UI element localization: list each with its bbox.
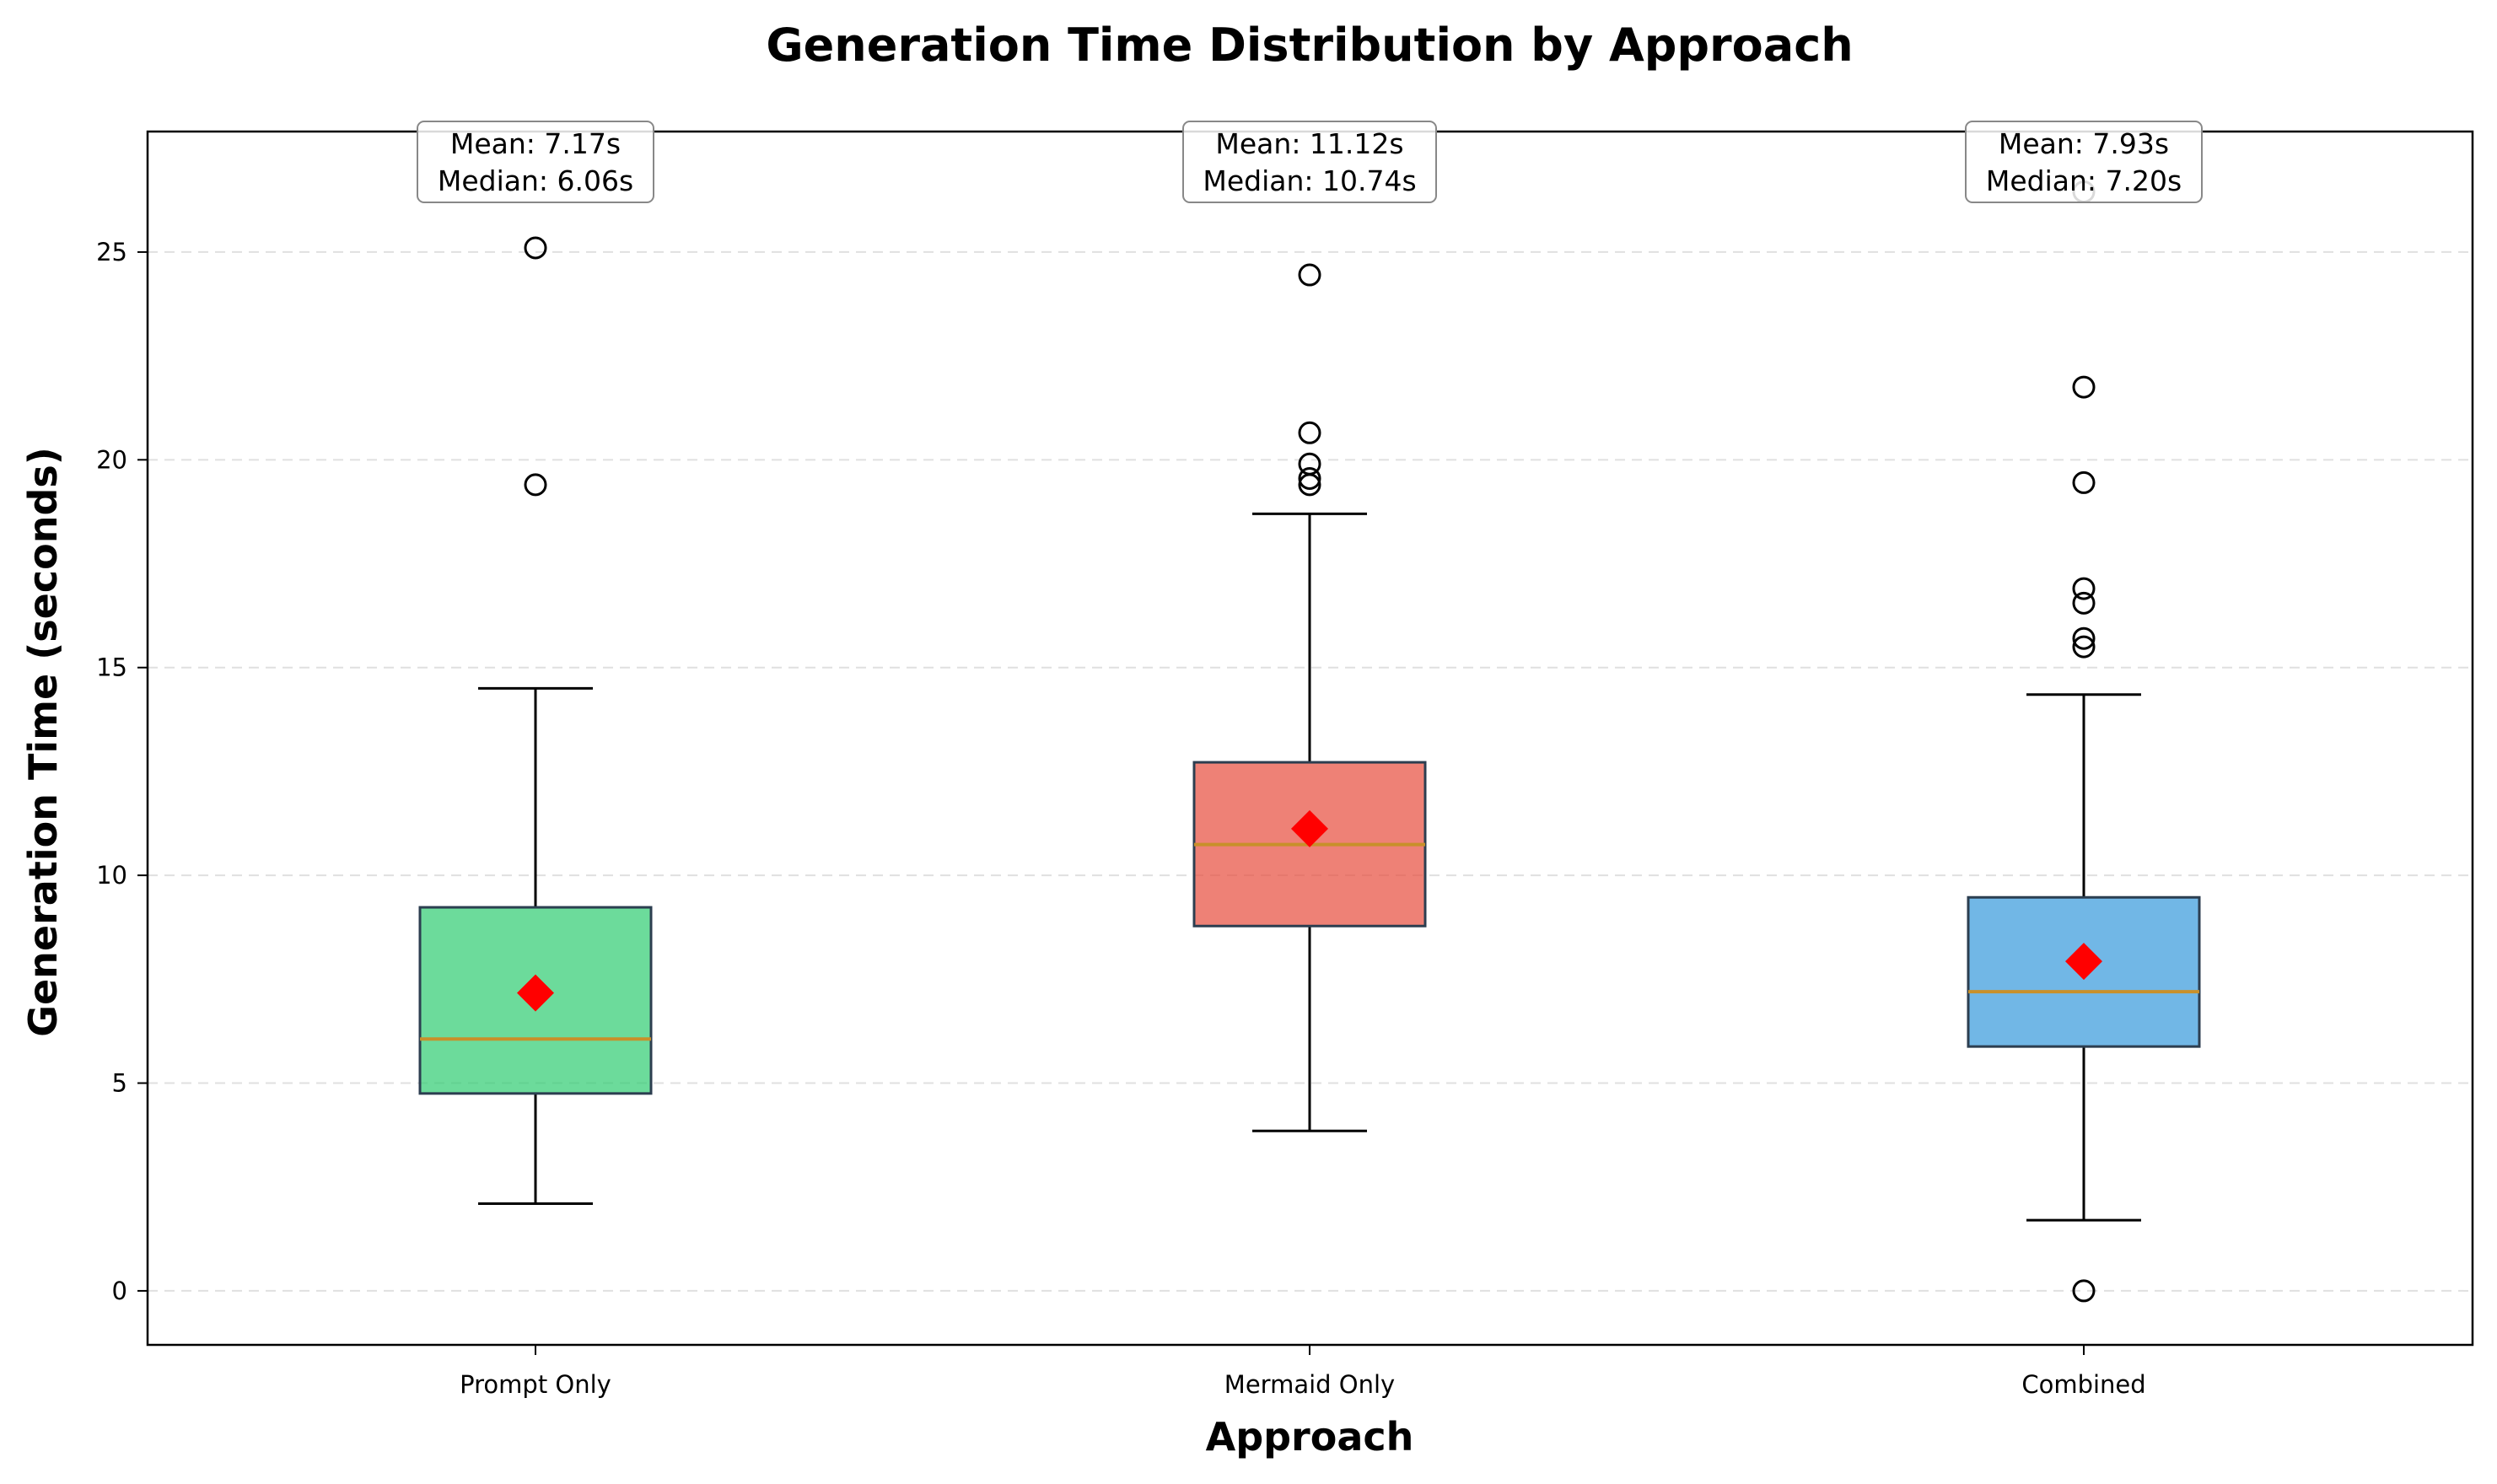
mean-marker [2065, 943, 2102, 981]
annotation-mean: Mean: 7.17s [450, 127, 621, 160]
x-axis-ticks: Prompt Only Mermaid Only Combined [460, 1345, 2146, 1399]
outlier-point [1298, 263, 1321, 287]
boxes [418, 180, 2201, 1303]
outlier-point [2072, 591, 2096, 615]
outlier-point [2072, 470, 2096, 494]
annotations: Mean: 7.17s Median: 6.06s Mean: 11.12s Medi… [417, 121, 2203, 203]
stats-annotation: Mean: 7.93s Median: 7.20s [1965, 121, 2203, 203]
y-tick-label: 15 [96, 653, 127, 682]
y-tick-label: 5 [112, 1069, 127, 1098]
outlier-point [1298, 421, 1321, 444]
outlier-point [2072, 626, 2096, 650]
mean-marker [517, 974, 554, 1012]
outlier-point [524, 236, 547, 260]
x-tick-label: Combined [2021, 1370, 2145, 1399]
y-axis-ticks: 0 5 10 15 20 25 [96, 238, 148, 1305]
annotation-mean: Mean: 7.93s [1999, 127, 2169, 160]
annotation-box [417, 121, 654, 203]
mean-marker [1291, 809, 1328, 847]
x-tick-label: Prompt Only [460, 1370, 611, 1399]
outlier-point [1298, 466, 1321, 490]
y-tick-label: 20 [96, 445, 127, 474]
y-tick-label: 25 [96, 238, 127, 266]
annotation-median: Median: 7.20s [1986, 164, 2182, 197]
outlier-point [2072, 635, 2096, 659]
box-group [418, 236, 653, 1205]
annotation-median: Median: 6.06s [438, 164, 633, 197]
outlier-point [2072, 577, 2096, 600]
y-tick-label: 10 [96, 861, 127, 890]
outlier-point [2072, 1279, 2096, 1303]
y-tick-label: 0 [112, 1277, 127, 1305]
x-tick-label: Mermaid Only [1224, 1370, 1395, 1399]
chart-title: Generation Time Distribution by Approach [766, 19, 1853, 72]
stats-annotation: Mean: 11.12s Median: 10.74s [1182, 121, 1437, 203]
annotation-median: Median: 10.74s [1203, 164, 1416, 197]
annotation-box [1965, 121, 2203, 203]
outlier-point [2072, 375, 2096, 399]
stats-annotation: Mean: 7.17s Median: 6.06s [417, 121, 654, 203]
annotation-box [1182, 121, 1437, 203]
box-group [1192, 263, 1427, 1132]
box-group [1967, 180, 2201, 1303]
x-axis-label: Approach [1206, 1414, 1414, 1460]
outlier-point [524, 473, 547, 497]
y-axis-label: Generation Time (seconds) [20, 447, 66, 1037]
outlier-point [1298, 452, 1321, 476]
annotation-mean: Mean: 11.12s [1215, 127, 1403, 160]
